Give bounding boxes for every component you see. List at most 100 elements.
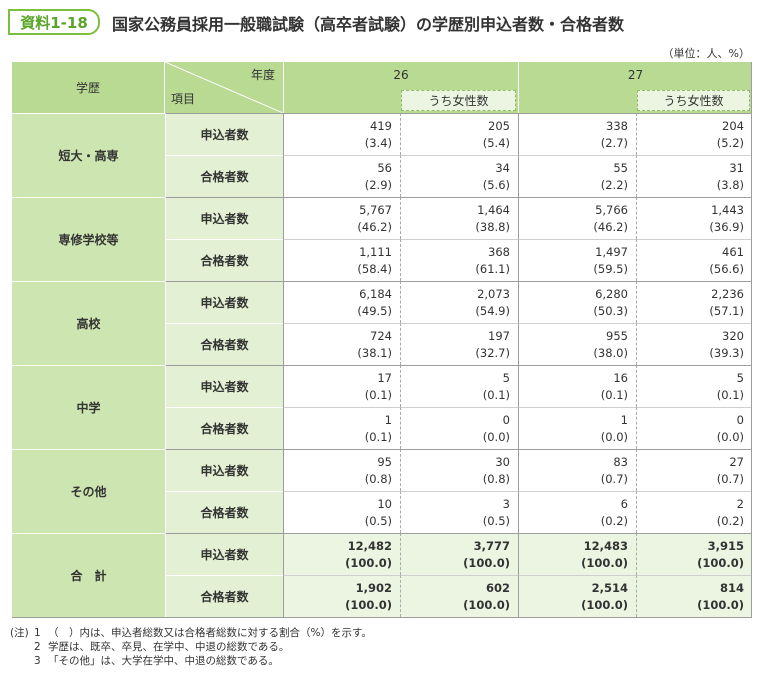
count: 5 <box>502 370 510 385</box>
data-cell: 1 (0.0) <box>518 407 636 449</box>
count: 83 <box>613 454 628 469</box>
data-cell: 602 (100.0) <box>400 575 518 617</box>
data-cell: 6,280 (50.3) <box>518 281 636 323</box>
count: 1,464 <box>477 202 510 217</box>
ratio: (0.7) <box>716 471 744 486</box>
group-label: 短大・高専 <box>12 113 165 197</box>
header-year-item: 年度 項目 <box>165 62 283 113</box>
header-blank <box>518 88 636 113</box>
ratio: (58.4) <box>357 261 392 276</box>
count: 461 <box>722 244 744 259</box>
data-cell: 955 (38.0) <box>518 323 636 365</box>
ratio: (0.8) <box>482 471 510 486</box>
ratio: (100.0) <box>345 555 392 570</box>
row-item: 合格者数 <box>165 323 283 365</box>
header-female: うち女性数 <box>401 90 516 111</box>
data-cell: 17 (0.1) <box>283 365 400 407</box>
ratio: (0.5) <box>482 513 510 528</box>
count: 2,073 <box>477 286 510 301</box>
count: 338 <box>606 118 628 133</box>
count: 320 <box>722 328 744 343</box>
count: 27 <box>729 454 744 469</box>
data-cell: 56 (2.9) <box>283 155 400 197</box>
count: 1,902 <box>355 580 392 595</box>
ratio: (0.8) <box>364 471 392 486</box>
count: 205 <box>488 118 510 133</box>
data-cell: 2 (0.2) <box>636 491 752 533</box>
count: 56 <box>377 160 392 175</box>
ratio: (50.3) <box>593 303 628 318</box>
data-cell: 1 (0.1) <box>283 407 400 449</box>
data-cell: 5 (0.1) <box>400 365 518 407</box>
title: 国家公務員採用一般職試験（高卒者試験）の学歴別申込者数・合格者数 <box>112 15 625 34</box>
group-label: 専修学校等 <box>12 197 165 281</box>
count: 1,111 <box>359 244 392 259</box>
note-text: （ ）内は、申込者総数又は合格者総数に対する割合（%）を示す。 <box>48 627 372 639</box>
data-cell: 197 (32.7) <box>400 323 518 365</box>
group-label: 中学 <box>12 365 165 449</box>
ratio: (38.0) <box>593 345 628 360</box>
count: 17 <box>377 370 392 385</box>
count: 2,514 <box>591 580 628 595</box>
count: 0 <box>736 412 744 427</box>
count: 1 <box>384 412 392 427</box>
group-label: その他 <box>12 449 165 533</box>
data-cell: 6 (0.2) <box>518 491 636 533</box>
count: 1,497 <box>595 244 628 259</box>
data-cell: 419 (3.4) <box>283 113 400 155</box>
count: 602 <box>485 580 510 595</box>
note-text: 「その他」は、大学在学中、中退の総数である。 <box>48 655 279 667</box>
ratio: (0.0) <box>716 429 744 444</box>
count: 6,184 <box>359 286 392 301</box>
header-year: 年度 <box>250 68 275 82</box>
ratio: (100.0) <box>697 597 744 612</box>
ratio: (5.4) <box>482 135 510 150</box>
data-cell: 1,464 (38.8) <box>400 197 518 239</box>
ratio: (0.2) <box>716 513 744 528</box>
ratio: (59.5) <box>593 261 628 276</box>
count: 12,482 <box>347 538 392 553</box>
row-item: 合格者数 <box>165 407 283 449</box>
data-cell: 1,111 (58.4) <box>283 239 400 281</box>
count: 724 <box>370 328 392 343</box>
group-label: 高校 <box>12 281 165 365</box>
count: 0 <box>502 412 510 427</box>
count: 368 <box>488 244 510 259</box>
count: 10 <box>377 496 392 511</box>
note-prefix <box>10 640 34 654</box>
note-line: (注) 1 （ ）内は、申込者総数又は合格者総数に対する割合（%）を示す。 <box>10 626 372 640</box>
row-item: 申込者数 <box>165 113 283 155</box>
data-cell: 2,514 (100.0) <box>518 575 636 617</box>
note-number: 3 <box>34 655 41 667</box>
ratio: (100.0) <box>581 555 628 570</box>
note-number: 2 <box>34 641 41 653</box>
note-prefix <box>10 654 34 668</box>
data-cell: 0 (0.0) <box>400 407 518 449</box>
row-item: 申込者数 <box>165 449 283 491</box>
ratio: (3.8) <box>716 177 744 192</box>
data-cell: 10 (0.5) <box>283 491 400 533</box>
count: 3 <box>502 496 510 511</box>
data-cell: 55 (2.2) <box>518 155 636 197</box>
data-cell: 16 (0.1) <box>518 365 636 407</box>
count: 95 <box>377 454 392 469</box>
count: 31 <box>729 160 744 175</box>
data-cell: 724 (38.1) <box>283 323 400 365</box>
count: 5,766 <box>595 202 628 217</box>
ratio: (56.6) <box>709 261 744 276</box>
ratio: (100.0) <box>581 597 628 612</box>
row-item: 申込者数 <box>165 365 283 407</box>
count: 1,443 <box>711 202 744 217</box>
ratio: (0.0) <box>482 429 510 444</box>
ratio: (2.9) <box>364 177 392 192</box>
row-item: 申込者数 <box>165 281 283 323</box>
data-cell: 1,497 (59.5) <box>518 239 636 281</box>
ratio: (2.2) <box>600 177 628 192</box>
ratio: (0.5) <box>364 513 392 528</box>
header-year-value: 26 <box>283 62 518 88</box>
note-number: 1 <box>34 627 41 639</box>
data-cell: 1,902 (100.0) <box>283 575 400 617</box>
data-cell: 814 (100.0) <box>636 575 752 617</box>
diagonal <box>165 62 283 113</box>
